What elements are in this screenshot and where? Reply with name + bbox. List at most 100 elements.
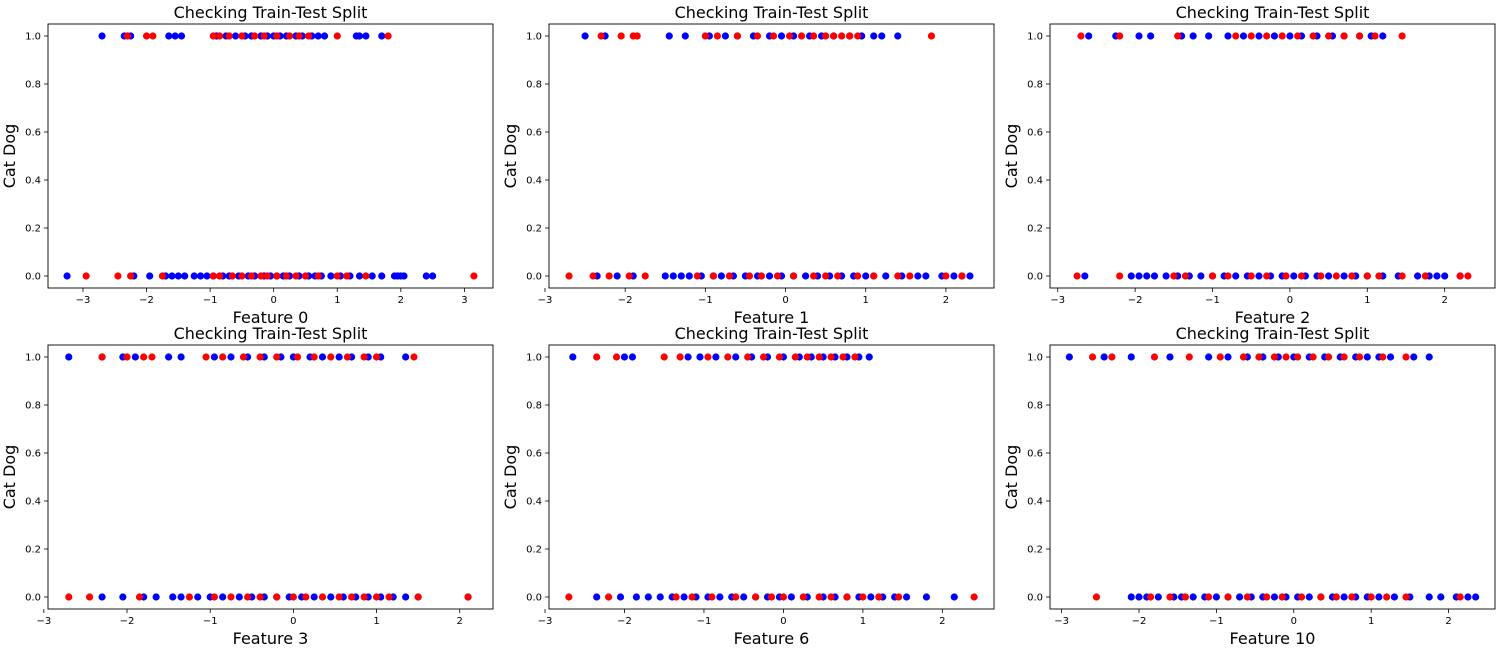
data-point bbox=[289, 593, 297, 601]
data-point bbox=[410, 353, 418, 361]
axes-frame bbox=[1049, 23, 1496, 289]
data-point bbox=[171, 32, 179, 40]
data-point bbox=[209, 32, 217, 40]
x-tick-label: −1 bbox=[1209, 616, 1224, 627]
data-point bbox=[680, 593, 688, 601]
y-tick-label: 0.8 bbox=[1027, 80, 1043, 91]
data-point bbox=[1239, 32, 1248, 40]
data-point bbox=[1286, 32, 1294, 40]
data-point bbox=[244, 593, 252, 601]
data-point bbox=[1100, 353, 1108, 361]
y-tick-label: 0.4 bbox=[1027, 176, 1043, 187]
data-point bbox=[216, 272, 224, 280]
subplot-3: −3 −2 −1 0 1 2 0.0 0.2 0.4 0.6 0.8 1.0 Checking Trai… bbox=[1002, 3, 1496, 327]
data-point bbox=[414, 593, 422, 601]
data-point bbox=[1340, 593, 1348, 601]
data-point bbox=[177, 32, 186, 40]
data-point bbox=[922, 593, 931, 601]
data-point bbox=[158, 272, 167, 280]
data-point bbox=[1367, 593, 1375, 601]
data-point bbox=[1185, 353, 1193, 361]
data-point bbox=[581, 32, 589, 40]
data-point bbox=[791, 353, 799, 361]
x-tick-label: 1 bbox=[334, 295, 340, 306]
data-point bbox=[202, 353, 210, 361]
data-point bbox=[878, 32, 886, 40]
data-point bbox=[779, 593, 788, 601]
data-point bbox=[1325, 272, 1333, 280]
y-tick-label: 0.4 bbox=[1027, 497, 1043, 508]
data-point bbox=[127, 272, 135, 280]
chart-title: Checking Train-Test Split bbox=[675, 324, 869, 343]
data-point bbox=[1355, 353, 1364, 361]
data-point bbox=[1108, 353, 1116, 361]
data-point bbox=[1464, 272, 1472, 280]
data-point bbox=[257, 272, 265, 280]
data-point bbox=[333, 32, 341, 40]
data-point bbox=[775, 353, 784, 361]
series-1-points bbox=[63, 32, 437, 280]
data-point bbox=[914, 272, 922, 280]
series-2-points bbox=[1073, 32, 1472, 280]
data-point bbox=[146, 272, 154, 280]
data-point bbox=[1398, 32, 1406, 40]
data-point bbox=[676, 353, 684, 361]
data-point bbox=[1150, 353, 1159, 361]
data-point bbox=[314, 272, 322, 280]
data-point bbox=[1290, 272, 1298, 280]
data-point bbox=[1456, 272, 1464, 280]
data-point bbox=[744, 353, 752, 361]
y-tick-label: 0.4 bbox=[526, 497, 542, 508]
data-point bbox=[665, 32, 673, 40]
data-point bbox=[1325, 32, 1333, 40]
data-point bbox=[870, 32, 878, 40]
data-point bbox=[1239, 353, 1248, 361]
x-tick-label: −3 bbox=[538, 616, 553, 627]
data-point bbox=[822, 272, 830, 280]
data-point bbox=[803, 353, 811, 361]
data-point bbox=[260, 32, 268, 40]
data-point bbox=[733, 32, 742, 40]
subplot-4: −3 −2 −1 0 1 2 0.0 0.2 0.4 0.6 0.8 1.0 Checking Trai… bbox=[0, 324, 494, 648]
data-point bbox=[950, 272, 958, 280]
x-tick-label: 2 bbox=[1442, 295, 1448, 306]
data-point bbox=[970, 593, 978, 601]
data-point bbox=[228, 272, 236, 280]
data-point bbox=[799, 593, 807, 601]
data-point bbox=[846, 32, 854, 40]
data-point bbox=[238, 272, 246, 280]
data-point bbox=[1340, 272, 1348, 280]
y-axis-label: Cat Dog bbox=[501, 445, 520, 510]
axes-frame bbox=[1049, 344, 1496, 610]
data-point bbox=[593, 593, 601, 601]
data-point bbox=[1386, 353, 1395, 361]
series-2-points bbox=[82, 32, 478, 280]
data-point bbox=[732, 353, 740, 361]
y-tick-label: 0.8 bbox=[1027, 401, 1043, 412]
data-point bbox=[1270, 593, 1279, 601]
data-point bbox=[263, 272, 271, 280]
data-point bbox=[165, 32, 173, 40]
x-axis-label: Feature 1 bbox=[734, 308, 810, 327]
data-point bbox=[227, 593, 235, 601]
data-point bbox=[1243, 593, 1251, 601]
subplot-2: −3 −2 −1 0 1 2 0.0 0.2 0.4 0.6 0.8 1.0 Checking Trai… bbox=[501, 3, 995, 327]
data-point bbox=[239, 353, 248, 361]
series-2-points bbox=[1088, 353, 1464, 601]
data-point bbox=[1092, 593, 1101, 601]
data-point bbox=[875, 593, 883, 601]
y-axis-label: Cat Dog bbox=[1002, 445, 1021, 510]
data-point bbox=[1437, 593, 1445, 601]
data-point bbox=[716, 593, 724, 601]
data-point bbox=[333, 272, 341, 280]
data-point bbox=[565, 272, 573, 280]
y-tick-label: 1.0 bbox=[526, 32, 542, 43]
chart-title: Checking Train-Test Split bbox=[174, 3, 368, 22]
data-point bbox=[1375, 272, 1383, 280]
y-tick-label: 0.8 bbox=[25, 401, 41, 412]
data-point bbox=[1255, 353, 1263, 361]
y-tick-label: 0.0 bbox=[25, 272, 41, 283]
data-point bbox=[1414, 272, 1422, 280]
data-point bbox=[131, 353, 139, 361]
data-point bbox=[378, 32, 386, 40]
